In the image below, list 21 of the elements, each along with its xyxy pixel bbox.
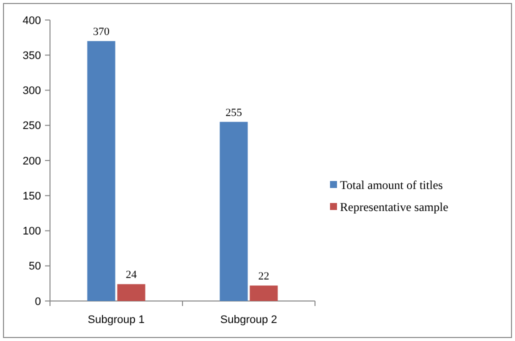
y-tick-label: 250 xyxy=(22,120,41,132)
y-tick-label: 50 xyxy=(28,260,41,273)
data-label: 22 xyxy=(258,270,270,283)
y-tick-label: 100 xyxy=(22,226,41,238)
data-label: 370 xyxy=(93,26,110,38)
x-tick-label: Subgroup 1 xyxy=(88,314,145,326)
bar xyxy=(87,41,116,301)
legend-label: Total amount of titles xyxy=(340,178,444,192)
y-tick-label: 400 xyxy=(22,14,41,27)
legend-label: Representative sample xyxy=(340,200,448,214)
bar xyxy=(250,286,278,301)
y-tick-label: 200 xyxy=(22,155,41,168)
bar xyxy=(220,122,248,301)
bar xyxy=(117,284,146,301)
y-tick-label: 0 xyxy=(34,296,41,308)
y-tick-label: 350 xyxy=(22,50,41,62)
y-tick-label: 150 xyxy=(22,190,41,202)
x-tick-label: Subgroup 2 xyxy=(220,314,278,326)
data-label: 255 xyxy=(226,106,242,119)
data-label: 24 xyxy=(126,269,138,282)
y-tick-label: 300 xyxy=(22,85,41,98)
